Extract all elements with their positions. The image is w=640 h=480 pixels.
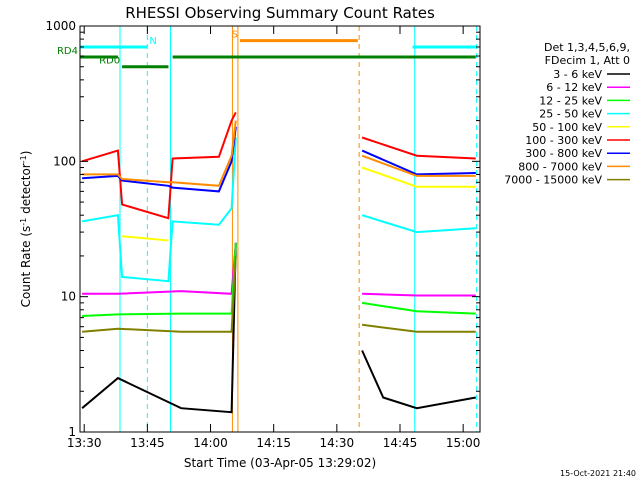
series-line-4-0 — [122, 235, 169, 242]
x-tick-label-0: 13:30 — [67, 436, 102, 450]
flag-label-2: S — [232, 30, 238, 41]
y-tick-label-2: 100 — [53, 154, 76, 168]
legend-label-5: 100 - 300 keV — [525, 134, 602, 147]
x-tick-label-3: 14:15 — [256, 436, 291, 450]
series-line-0-1 — [361, 350, 476, 410]
legend-label-0: 3 - 6 keV — [553, 68, 602, 81]
legend-label-3: 25 - 50 keV — [539, 108, 602, 121]
y-tick-label-0: 1 — [68, 425, 76, 439]
flag-label-4: RD4 — [57, 46, 78, 57]
series-line-8-0 — [82, 255, 237, 333]
axes: 13:30 13:45 14:00 14:15 14:30 14:45 15:00 1 10 10… — [45, 19, 480, 450]
series-line-1-1 — [362, 292, 476, 297]
legend-label-4: 50 - 100 keV — [532, 121, 602, 134]
legend-label-7: 800 - 7000 keV — [518, 160, 602, 173]
x-axis-label: Start Time (03-Apr-05 13:29:02) — [184, 456, 376, 470]
x-tick-label-4: 14:30 — [320, 436, 355, 450]
legend-header-line-2: FDecim 1, Att 0 — [545, 54, 630, 67]
flag-label-3: RD0 — [99, 56, 120, 67]
series-line-8-1 — [361, 323, 476, 333]
x-tick-label-2: 14:00 — [193, 436, 228, 450]
x-tick-label-5: 14:45 — [383, 436, 418, 450]
series-line-5-0 — [81, 111, 237, 220]
series-line-7-1 — [361, 154, 476, 177]
footer-timestamp: 15-Oct-2021 21:40 — [560, 469, 636, 478]
legend-label-2: 12 - 25 keV — [539, 94, 602, 107]
plot-area: N S RD0 RD4 — [57, 26, 478, 432]
x-tick-label-6: 15:00 — [446, 436, 481, 450]
legend: Det 1,3,4,5,6,9, FDecim 1, Att 0 3 - 6 k… — [504, 41, 630, 187]
series-line-6-1 — [361, 149, 476, 176]
plot-frame — [79, 25, 481, 433]
legend-label-1: 6 - 12 keV — [546, 81, 602, 94]
y-tick-label-1: 10 — [61, 290, 76, 304]
series-line-0-0 — [81, 242, 237, 414]
y-axis-label: Count Rate (s-1 detector-1) — [19, 151, 33, 308]
series-line-5-1 — [361, 136, 476, 160]
legend-header-line-1: Det 1,3,4,5,6,9, — [544, 41, 630, 54]
legend-label-6: 300 - 800 keV — [525, 147, 602, 160]
series-line-2-1 — [361, 301, 476, 315]
series-line-4-1 — [361, 166, 476, 188]
series-line-7-0 — [82, 120, 237, 187]
series-line-3-1 — [361, 214, 476, 234]
series-line-3-0 — [81, 137, 237, 283]
chart-title: RHESSI Observing Summary Count Rates — [125, 4, 435, 22]
x-tick-label-1: 13:45 — [130, 436, 165, 450]
y-tick-label-3: 1000 — [45, 19, 76, 33]
flag-label-0: N — [149, 36, 156, 47]
legend-label-8: 7000 - 15000 keV — [504, 174, 602, 187]
series-line-6-0 — [82, 126, 237, 193]
